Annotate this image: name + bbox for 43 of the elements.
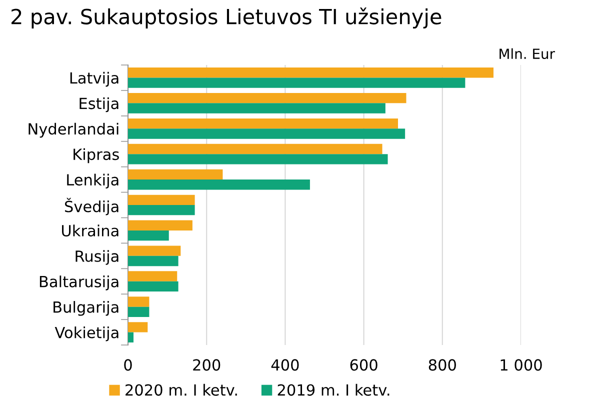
bar [128, 322, 148, 332]
y-tick-label: Latvija [70, 72, 118, 87]
bar [128, 306, 150, 317]
bar [128, 205, 195, 216]
bar [128, 332, 134, 342]
bar [128, 144, 382, 154]
x-tick-label: 800 [428, 359, 456, 371]
bar [128, 271, 178, 282]
bar [128, 118, 398, 129]
x-tick-label: 200 [193, 359, 220, 371]
y-tick-label: Nyderlandai [28, 122, 118, 138]
x-tick-label: 0 [124, 359, 132, 371]
x-tick-label: 400 [271, 359, 299, 371]
bar [128, 128, 406, 139]
y-tick-label: Ukraina [62, 224, 118, 236]
bar [128, 154, 388, 164]
text: Mln. Eur [500, 48, 555, 60]
y-tick-label: Vokietija [54, 326, 118, 342]
y-tick-label: Estija [80, 97, 118, 112]
legend-label: 2019 m. I ketv. [278, 384, 390, 396]
chart-title: 2 pav. Sukauptosios Lietuvos TI užsienyje [12, 8, 442, 28]
y-tick-label: Švedija [64, 198, 118, 216]
legend-label: 2020 m. I ketv. [126, 384, 237, 396]
bar [128, 93, 406, 104]
bar [128, 220, 192, 230]
bar [128, 169, 223, 180]
y-tick-label: Rusija [76, 250, 118, 265]
bar [128, 103, 386, 114]
bar [128, 180, 310, 190]
bar [128, 194, 195, 205]
bar [128, 246, 181, 256]
x-tick-label: 600 [350, 359, 378, 371]
bar [128, 256, 178, 266]
bar [128, 296, 150, 307]
bar [128, 281, 178, 292]
y-tick-label: Lenkija [67, 174, 118, 189]
bar [128, 230, 169, 241]
y-tick-label: Bulgarija [54, 301, 118, 316]
y-tick-label: Baltarusija [40, 276, 118, 290]
bar [128, 78, 466, 88]
bar [128, 68, 494, 78]
x-tick-label: 1 000 [500, 359, 542, 371]
y-tick-label: Kipras [74, 148, 119, 164]
